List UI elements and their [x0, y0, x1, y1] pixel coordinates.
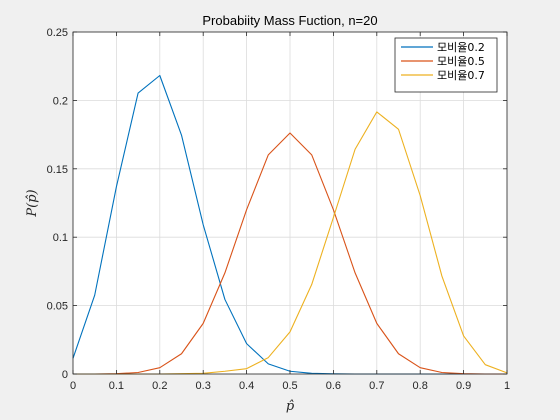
x-tick-label: 0.6	[326, 380, 341, 392]
y-tick-label: 0.25	[47, 27, 68, 39]
chart-title: Probabiity Mass Fuction, n=20	[202, 13, 377, 28]
legend-entry-label: 모비율0.2	[437, 41, 485, 54]
y-tick-label: 0	[62, 369, 68, 381]
legend-entry-label: 모비율0.7	[437, 69, 485, 82]
x-tick-label: 0.7	[369, 380, 384, 392]
x-tick-label: 0.2	[152, 380, 167, 392]
x-tick-label: 0.8	[413, 380, 428, 392]
y-tick-label: 0.15	[47, 164, 68, 176]
x-axis-label: p̂	[286, 399, 295, 414]
x-tick-label: 0.4	[239, 380, 254, 392]
y-axis-label: P(p̂)	[25, 189, 40, 217]
series-line-2	[73, 132, 507, 375]
y-tick-label: 0.2	[53, 95, 68, 107]
y-tick-label: 0.05	[47, 301, 68, 313]
x-tick-label: 0.9	[456, 380, 471, 392]
y-tick-label: 0.1	[53, 232, 68, 244]
x-tick-label: 1	[504, 380, 510, 392]
axis-ticks: 0 0.1 0.2 0.3 0.4 0.5 0.6 0.7 0.8 0.9 1 0 0.05 0.1 0.1…	[47, 27, 510, 392]
x-tick-label: 0	[70, 380, 76, 392]
x-tick-label: 0.5	[282, 380, 297, 392]
legend-entry-label: 모비율0.5	[437, 55, 485, 68]
x-tick-label: 0.1	[109, 380, 124, 392]
x-tick-label: 0.3	[196, 380, 211, 392]
